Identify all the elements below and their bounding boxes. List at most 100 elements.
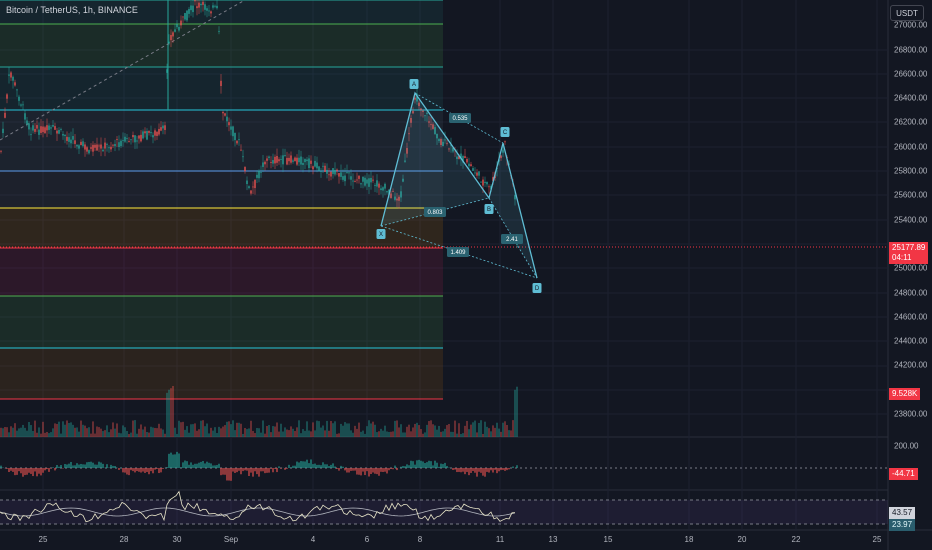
macd-histogram-bar [444,462,446,468]
candle-body [210,11,212,14]
volume-bar [286,429,288,437]
volume-bar [200,420,202,437]
macd-histogram-bar [498,468,500,472]
pattern-point-box [409,79,419,89]
macd-histogram-bar [284,468,286,470]
volume-bar [256,427,258,437]
macd-histogram-bar [388,468,390,471]
macd-histogram-bar [0,465,2,468]
macd-histogram-bar [216,465,218,468]
candle-body [148,131,150,133]
volume-bar [22,424,24,437]
volume-bar [358,422,360,437]
volume-bar [228,421,230,437]
volume-bar [484,421,486,437]
volume-bar [24,427,26,437]
candle-body [28,123,30,130]
volume-bar [462,433,464,437]
macd-histogram-bar [202,461,204,468]
macd-histogram-bar [320,465,322,468]
volume-bar [368,420,370,437]
candle-body [350,176,352,180]
volume-bar [492,425,494,437]
macd-histogram-bar [102,463,104,468]
volume-bar [240,423,242,437]
candle-body [308,158,310,169]
candle-body [88,150,90,154]
candle-body [162,125,164,129]
candle-body [34,128,36,132]
candle-body [10,72,12,78]
macd-histogram-bar [488,468,490,473]
candle-body [226,116,228,122]
volume-bar [94,433,96,437]
symbol-title[interactable]: Bitcoin / TetherUS, 1h, BINANCE [6,5,138,15]
candle-body [368,178,370,187]
macd-histogram-bar [354,468,356,471]
volume-bar [452,431,454,437]
volume-bar [206,423,208,437]
candle-body [102,149,104,152]
candle-body [406,148,408,154]
candle-body [260,171,262,173]
candle-body [414,97,416,100]
volume-bar [116,423,118,437]
candle-body [66,136,68,141]
candle-body [380,188,382,191]
macd-histogram-bar [412,461,414,468]
macd-histogram-bar [20,468,22,474]
macd-histogram-bar [486,468,488,472]
macd-histogram-bar [60,465,62,468]
pattern-point-label: B [487,207,491,213]
volume-bar [506,424,508,437]
macd-histogram-bar [106,464,108,468]
volume-bar [180,422,182,437]
volume-bar [176,433,178,437]
candle-body [268,156,270,158]
candle-body [356,179,358,181]
volume-bar [196,430,198,437]
volume-bar [274,426,276,437]
macd-histogram-bar [516,465,518,468]
volume-bar [36,432,38,437]
candle-body [166,69,168,73]
volume-bar [194,423,196,437]
macd-histogram-bar [222,468,224,475]
candle-body [78,145,80,149]
macd-histogram-bar [342,466,344,468]
candle-body [116,139,118,140]
volume-bar [140,424,142,437]
time-axis-label: 13 [548,535,558,544]
macd-histogram-bar [186,461,188,468]
macd-histogram-bar [402,465,404,468]
candle-body [458,155,460,159]
volume-bar [172,385,174,437]
volume-bar [300,433,302,437]
candle-body [408,133,410,135]
macd-histogram-bar [416,460,418,468]
volume-bar [106,425,108,437]
price-axis-label: 24800.00 [894,288,928,297]
candle-body [64,134,66,136]
candle-body [422,110,424,112]
price-axis-label: 25800.00 [894,166,928,176]
volume-bar [82,424,84,437]
candle-body [460,153,462,160]
volume-bar [126,430,128,437]
macd-histogram-bar [370,468,372,474]
currency-selector[interactable]: USDT [890,5,924,21]
volume-bar [388,431,390,437]
candle-body [394,196,396,200]
macd-histogram-bar [52,467,54,468]
candle-body [432,124,434,129]
macd-histogram-bar [74,465,76,468]
macd-histogram-bar [494,468,496,470]
fib-zone [0,248,443,296]
volume-bar [450,431,452,437]
volume-bar [466,420,468,437]
time-axis-label: 15 [603,535,613,544]
macd-histogram-bar [218,463,220,468]
macd-histogram-bar [276,468,278,473]
